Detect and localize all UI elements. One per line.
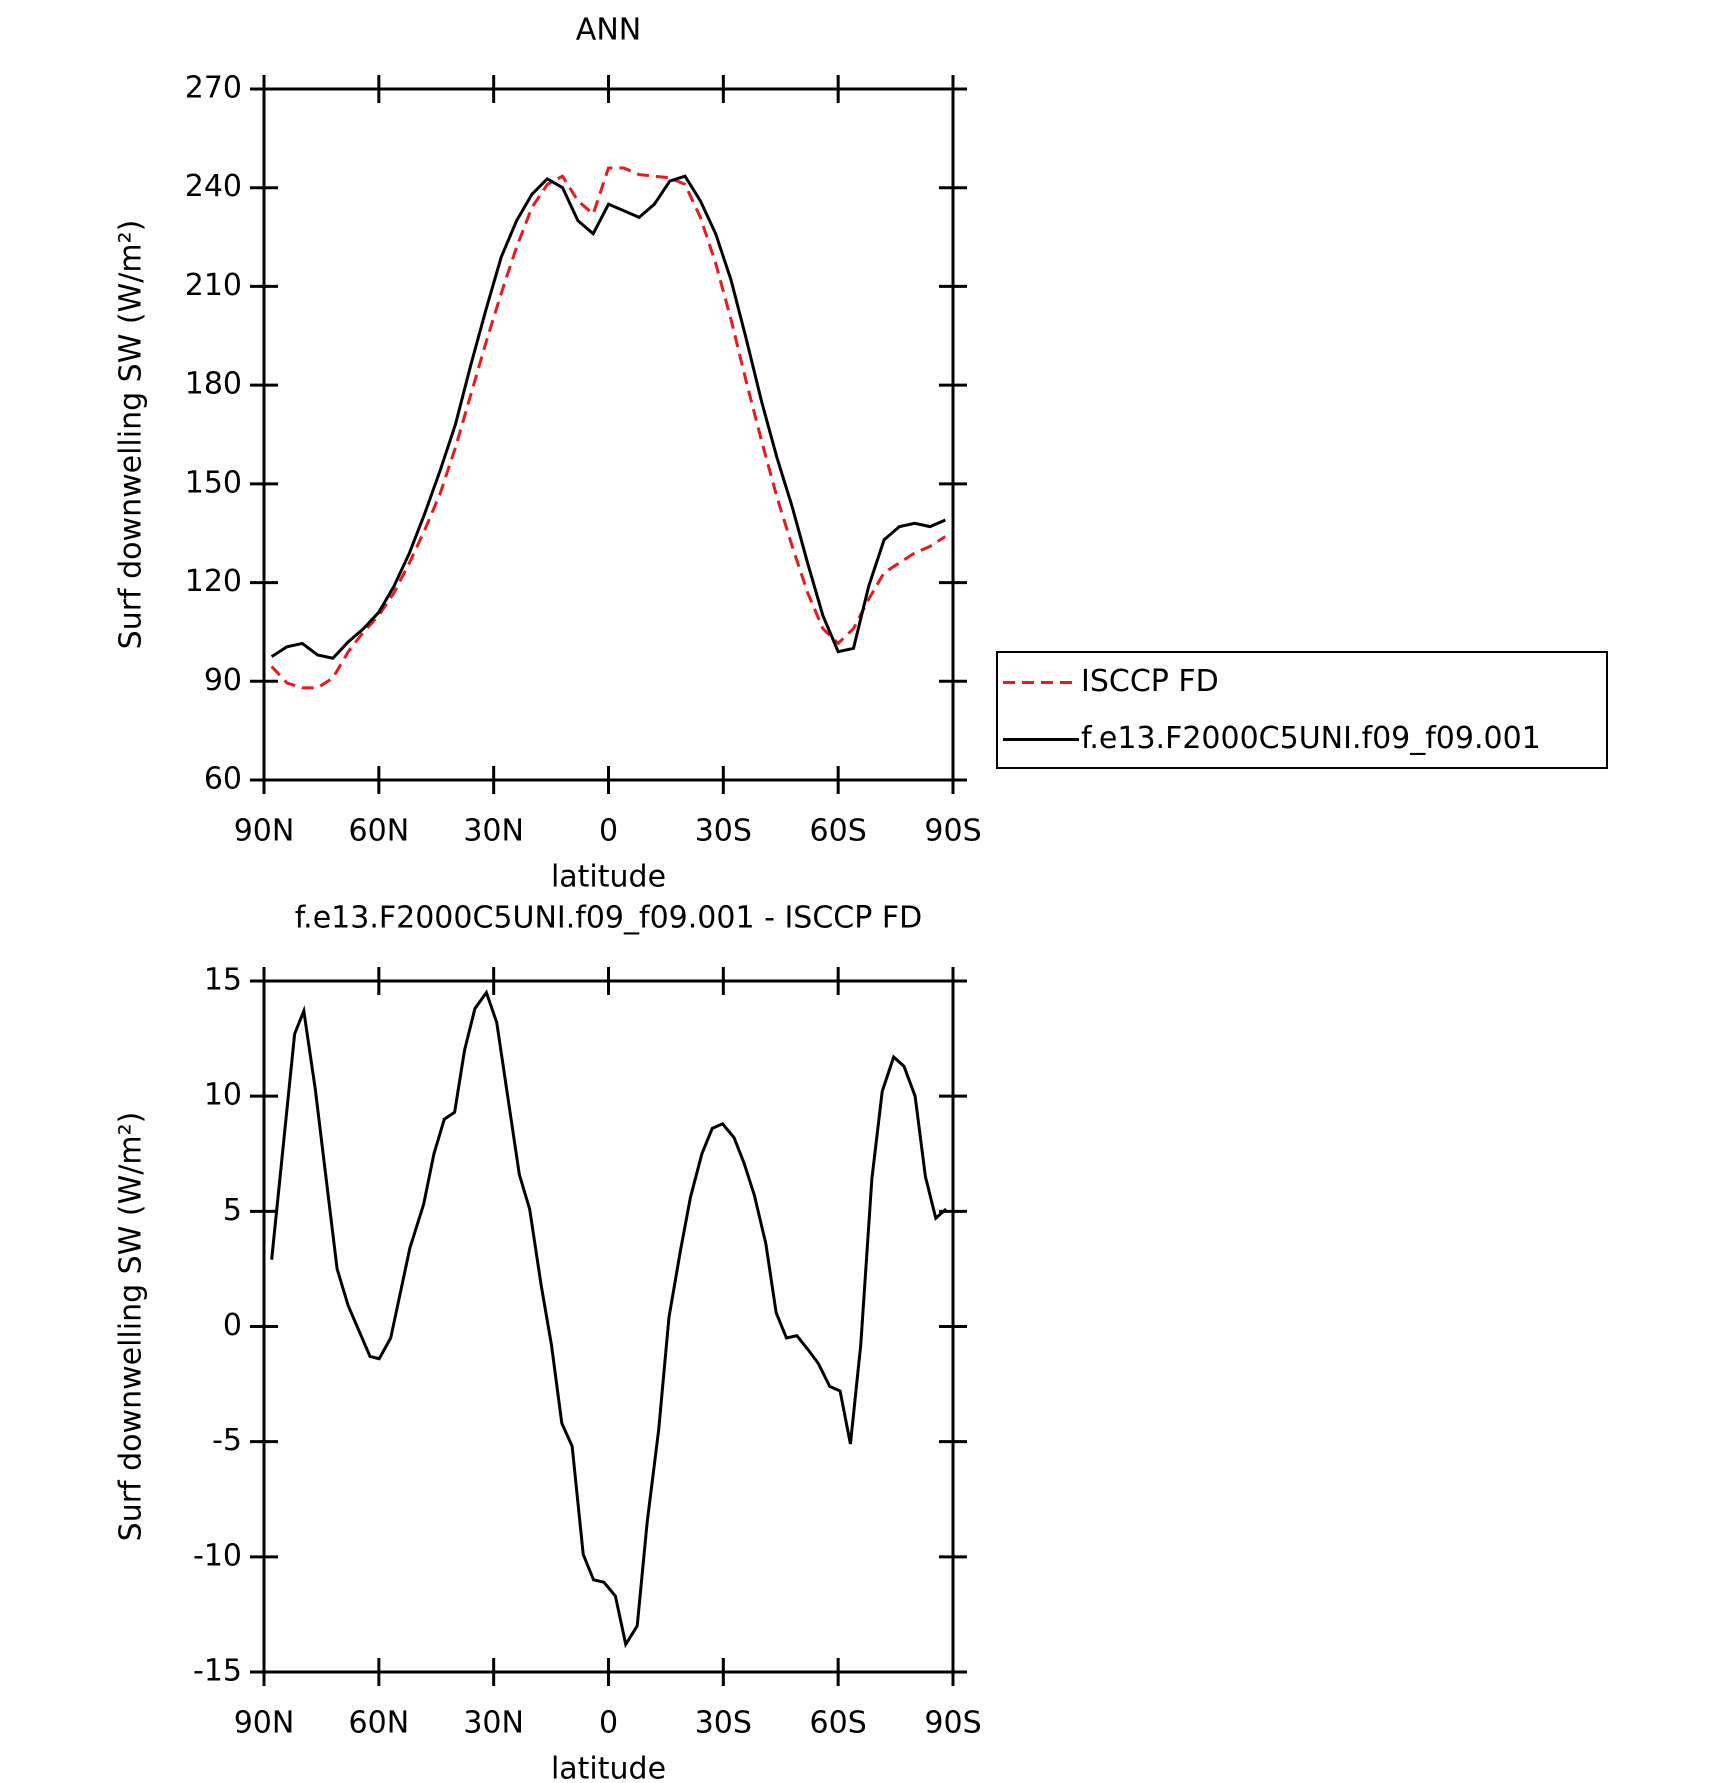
y-tick-label: 150 (185, 465, 242, 500)
chart-title: f.e13.F2000C5UNI.f09_f09.001 - ISCCP FD (295, 901, 922, 936)
y-tick-label: -15 (193, 1654, 242, 1689)
y-tick-label: 15 (204, 963, 242, 998)
x-tick-label: 30S (695, 1706, 752, 1741)
y-tick-label: 0 (223, 1308, 242, 1343)
x-tick-label: 90S (924, 814, 981, 849)
data-line (270, 174, 946, 660)
x-tick-label: 90N (234, 1706, 295, 1741)
x-tick-label: 90S (924, 1706, 981, 1741)
y-tick-label: -10 (193, 1538, 242, 1573)
plot-frame (262, 87, 955, 782)
x-tick-label: 60N (349, 1706, 410, 1741)
x-tick-label: 0 (599, 814, 618, 849)
y-tick-label: -5 (212, 1423, 242, 1458)
y-tick-label: 180 (185, 367, 242, 402)
x-tick-label: 60S (810, 814, 867, 849)
x-tick-label: 60N (349, 814, 410, 849)
x-tick-label: 30N (463, 1706, 524, 1741)
y-axis-label: Surf downwelling SW (W/m²) (114, 1112, 149, 1542)
y-tick-label: 5 (223, 1193, 242, 1228)
x-tick-label: 90N (234, 814, 295, 849)
x-tick-label: 30S (695, 814, 752, 849)
y-tick-label: 60 (204, 762, 242, 797)
legend-box (996, 651, 1608, 769)
x-tick-label: 60S (810, 1706, 867, 1741)
legend-label: ISCCP FD (1081, 664, 1219, 699)
x-tick-label: 30N (463, 814, 524, 849)
y-tick-label: 120 (185, 564, 242, 599)
legend-label: f.e13.F2000C5UNI.f09_f09.001 (1081, 721, 1541, 756)
plot-frame (262, 979, 955, 1674)
y-tick-label: 210 (185, 268, 242, 303)
data-line (270, 989, 948, 1649)
data-line (270, 166, 947, 690)
y-tick-label: 240 (185, 169, 242, 204)
y-tick-label: 270 (185, 71, 242, 106)
y-tick-label: 10 (204, 1078, 242, 1113)
y-axis-label: Surf downwelling SW (W/m²) (114, 220, 149, 650)
chart-title: ANN (576, 13, 641, 48)
x-axis-label: latitude (551, 1752, 666, 1783)
x-axis-label: latitude (551, 860, 666, 895)
y-tick-label: 90 (204, 663, 242, 698)
x-tick-label: 0 (599, 1706, 618, 1741)
